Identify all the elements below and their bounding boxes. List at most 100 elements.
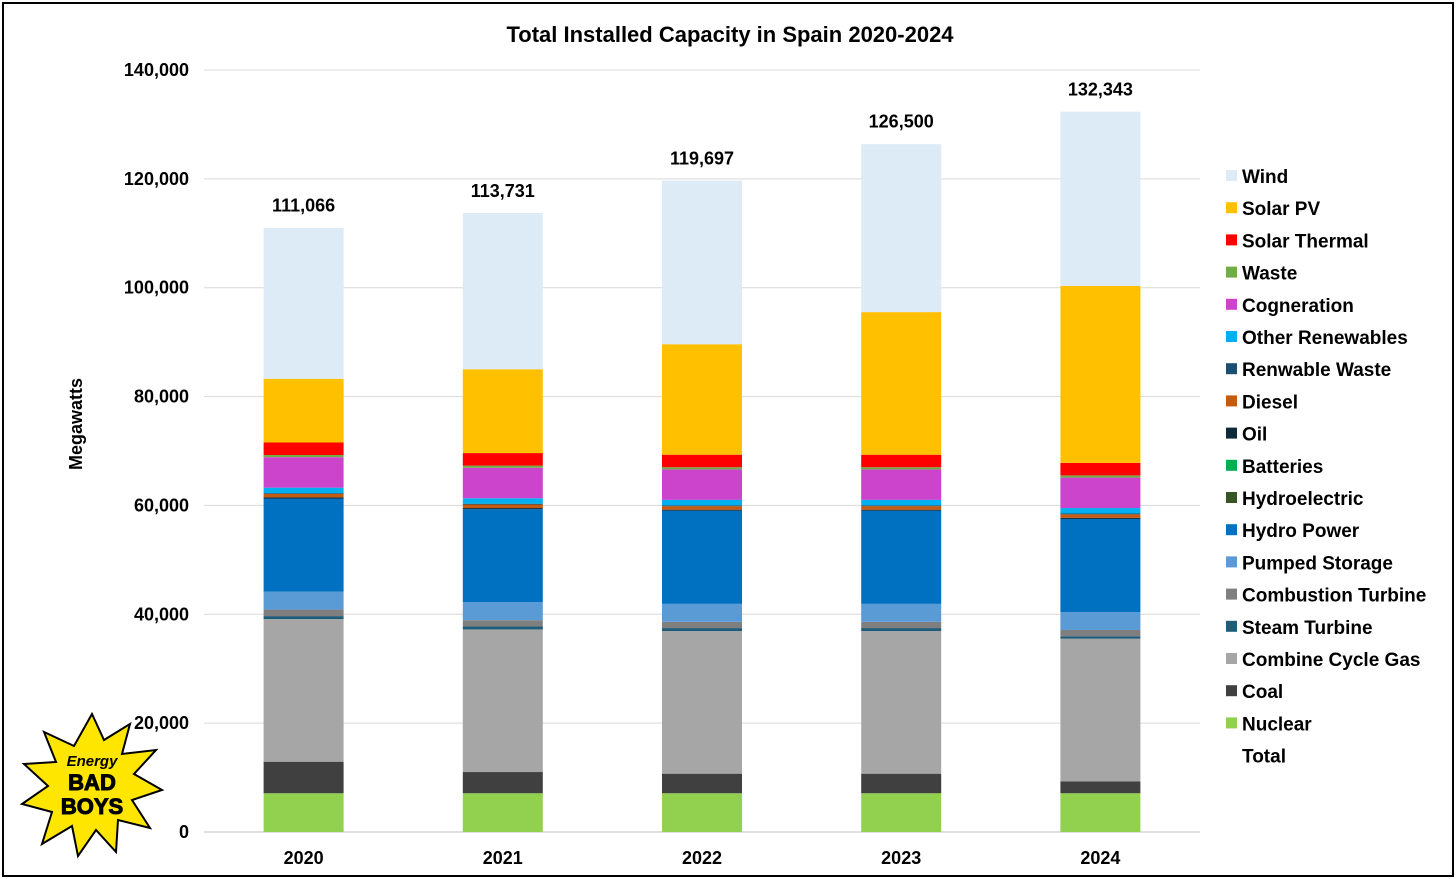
legend-label-steam-turbine: Steam Turbine <box>1242 618 1373 639</box>
x-tick-label-2023: 2023 <box>881 848 921 868</box>
bar-segment-solar-pv-2023 <box>861 312 942 455</box>
bar-segment-oil-2023 <box>861 509 942 511</box>
bar-segment-combustion-turbine-2020 <box>263 609 344 617</box>
bar-segment-renwable-waste-2021 <box>462 503 543 505</box>
legend-swatch-wind <box>1226 170 1237 181</box>
bar-segment-combine-cycle-gas-2020 <box>263 619 344 762</box>
legend-swatch-solar-pv <box>1226 202 1237 214</box>
bar-segment-solar-thermal-2023 <box>861 454 942 468</box>
bar-segment-steam-turbine-2022 <box>662 628 742 632</box>
bar-segment-oil-2022 <box>662 509 742 511</box>
y-tick-label: 40,000 <box>134 604 189 624</box>
bar-segment-other-renewables-2020 <box>263 487 344 494</box>
legend-swatch-renwable-waste <box>1226 363 1237 375</box>
y-tick-label: 20,000 <box>134 713 189 733</box>
bar-segment-combine-cycle-gas-2023 <box>861 631 942 774</box>
y-axis-ticks: 0 20,000 40,000 60,000 80,000 100,000 120,000 1… <box>124 60 189 842</box>
bar-segment-wind-2020 <box>263 228 344 379</box>
bar-segment-combine-cycle-gas-2022 <box>662 631 742 774</box>
bar-segment-solar-thermal-2021 <box>462 453 543 466</box>
bar-segment-diesel-2023 <box>861 506 942 510</box>
legend-swatch-coal <box>1226 685 1237 697</box>
legend-label-cogneration: Cogneration <box>1242 296 1354 317</box>
chart-canvas: Total Installed Capacity in Spain 2020-2… <box>19 22 1426 868</box>
bar-segment-waste-2023 <box>861 467 942 470</box>
legend-label-total: Total <box>1242 747 1286 768</box>
bar-segment-other-renewables-2023 <box>861 499 942 506</box>
bar-segment-combine-cycle-gas-2021 <box>462 629 543 773</box>
bar-segment-waste-2024 <box>1060 475 1141 478</box>
legend-swatch-pumped-storage <box>1226 556 1237 568</box>
bar-segment-coal-2022 <box>662 773 742 794</box>
legend-label-hydro-power: Hydro Power <box>1242 521 1360 542</box>
bar-segment-diesel-2024 <box>1060 514 1141 518</box>
bar-segment-cogneration-2022 <box>662 469 742 500</box>
bar-segment-cogneration-2021 <box>462 467 543 499</box>
legend-label-pumped-storage: Pumped Storage <box>1242 553 1393 574</box>
legend-label-oil: Oil <box>1242 425 1267 446</box>
bar-segment-solar-thermal-2020 <box>263 442 344 455</box>
bar-segment-waste-2021 <box>462 465 543 468</box>
y-tick-label: 120,000 <box>124 169 189 189</box>
legend-label-waste: Waste <box>1242 264 1297 285</box>
logo-starburst-icon <box>19 711 165 859</box>
bar-segment-solar-pv-2020 <box>263 378 344 443</box>
bar-segment-hydro-power-2024 <box>1060 518 1141 613</box>
legend-swatch-hydro-power <box>1226 524 1237 536</box>
bar-segment-solar-pv-2021 <box>462 369 543 454</box>
bar-segment-wind-2023 <box>861 144 942 313</box>
bar-segment-pumped-storage-2024 <box>1060 612 1141 630</box>
legend-swatch-solar-thermal <box>1226 234 1237 246</box>
total-label-2024: 132,343 <box>1068 80 1133 100</box>
y-axis-label: Megawatts <box>66 378 86 470</box>
bar-segment-other-renewables-2024 <box>1060 508 1141 514</box>
total-label-2020: 111,066 <box>272 195 335 215</box>
bar-segment-combustion-turbine-2023 <box>861 621 942 629</box>
bar-segment-hydro-power-2020 <box>263 498 344 592</box>
total-label-2023: 126,500 <box>869 111 934 131</box>
bar-segment-waste-2020 <box>263 454 344 458</box>
legend-label-wind: Wind <box>1242 167 1288 188</box>
bar-segment-renwable-waste-2024 <box>1060 513 1141 515</box>
y-tick-label: 80,000 <box>134 387 189 407</box>
bar-segment-waste-2022 <box>662 467 742 470</box>
bar-segment-pumped-storage-2021 <box>462 602 543 621</box>
bar-segment-solar-pv-2022 <box>662 344 742 455</box>
legend: Wind Solar PV Solar Thermal Waste Cogneratio… <box>1226 167 1426 768</box>
legend-swatch-waste <box>1226 266 1237 278</box>
bar-segment-steam-turbine-2021 <box>462 626 543 630</box>
bar-segment-hydro-power-2021 <box>462 509 543 603</box>
total-labels: 111,066 113,731 119,697 126,500 132,343 <box>272 80 1133 216</box>
logo-line-2: BAD <box>68 770 116 795</box>
bar-segment-wind-2024 <box>1060 111 1141 286</box>
y-tick-label: 0 <box>179 822 189 842</box>
x-tick-label-2020: 2020 <box>284 848 324 868</box>
bar-segment-solar-thermal-2024 <box>1060 462 1141 476</box>
bar-segment-steam-turbine-2023 <box>861 628 942 632</box>
legend-swatch-combustion-turbine <box>1226 588 1237 600</box>
legend-swatch-other-renewables <box>1226 331 1237 342</box>
x-tick-label-2022: 2022 <box>682 848 722 868</box>
bar-segment-renwable-waste-2023 <box>861 505 942 507</box>
x-tick-label-2024: 2024 <box>1080 848 1120 868</box>
bar-segment-diesel-2021 <box>462 504 543 509</box>
legend-swatch-batteries <box>1226 459 1237 471</box>
legend-label-combustion-turbine: Combustion Turbine <box>1242 586 1426 607</box>
total-label-2021: 113,731 <box>471 181 535 201</box>
bar-segment-combine-cycle-gas-2024 <box>1060 638 1141 782</box>
bar-segment-nuclear-2021 <box>462 793 543 832</box>
legend-swatch-nuclear <box>1226 717 1237 729</box>
legend-swatch-steam-turbine <box>1226 620 1237 632</box>
bar-segment-cogneration-2024 <box>1060 477 1141 509</box>
bar-segment-hydro-power-2022 <box>662 510 742 604</box>
bar-segment-combustion-turbine-2024 <box>1060 629 1141 637</box>
legend-swatch-diesel <box>1226 395 1237 407</box>
bar-segment-solar-thermal-2022 <box>662 454 742 468</box>
bar-segment-diesel-2020 <box>263 493 344 498</box>
legend-swatch-oil <box>1226 427 1237 439</box>
bar-segment-diesel-2022 <box>662 506 742 510</box>
legend-label-solar-pv: Solar PV <box>1242 199 1320 220</box>
legend-swatch-hydroelectric <box>1226 492 1237 503</box>
legend-label-coal: Coal <box>1242 682 1283 703</box>
